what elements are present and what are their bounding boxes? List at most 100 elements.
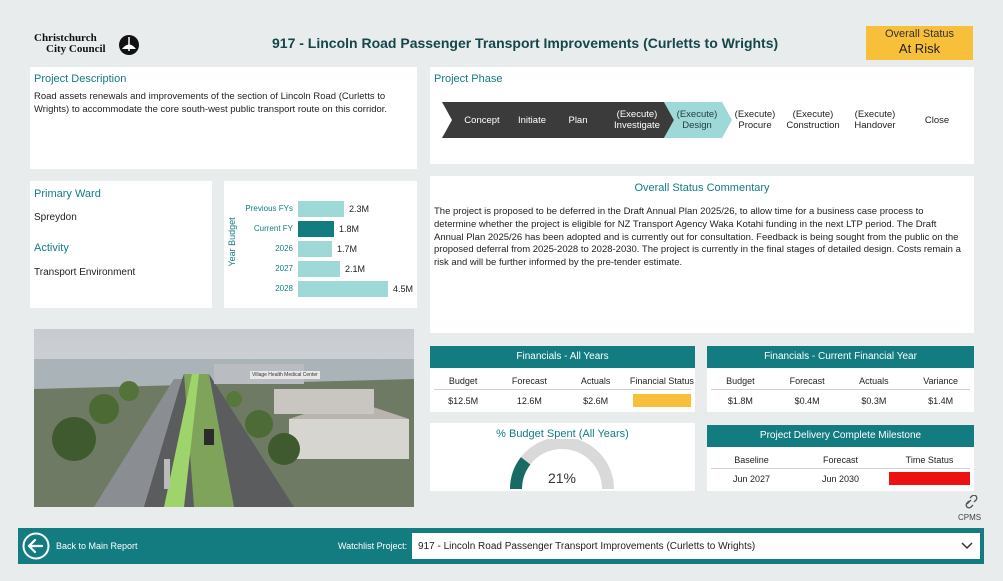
table-cell: Jun 2030 bbox=[821, 474, 860, 484]
table-column-header: Actuals bbox=[859, 376, 889, 386]
table-column-header: Forecast bbox=[789, 376, 825, 386]
table-column-header: Variance bbox=[923, 376, 959, 386]
phase-step-line2: Construction bbox=[786, 120, 840, 131]
overall-status-label: Overall Status bbox=[884, 28, 955, 40]
overall-status-badge: Overall Status At Risk bbox=[866, 26, 973, 60]
watchlist-selected-value: 917 - Lincoln Road Passenger Transport I… bbox=[418, 541, 756, 552]
budget-bar-value: 2.3M bbox=[349, 204, 370, 214]
phase-step: (Execute) Investigate bbox=[605, 102, 669, 138]
table-divider bbox=[434, 389, 691, 390]
table-column-header: Forecast bbox=[511, 376, 547, 386]
budget-category-label: Previous FYs bbox=[245, 204, 293, 213]
activity-value: Transport Environment bbox=[34, 267, 136, 278]
phase-step-line1: Concept bbox=[464, 114, 500, 126]
phase-step-line1: (Execute) bbox=[734, 109, 776, 120]
cpms-label[interactable]: CPMS bbox=[958, 513, 982, 522]
chevron-down-icon bbox=[961, 542, 973, 550]
street-render-illustration bbox=[34, 329, 414, 507]
budget-category-label: 2027 bbox=[275, 264, 293, 273]
table-cell: $1.4M bbox=[928, 396, 954, 406]
phase-step-label: (Execute) Procure bbox=[735, 109, 776, 131]
phase-completed-chevron bbox=[442, 102, 674, 138]
phase-step-line1: Plan bbox=[568, 114, 588, 126]
status-indicator bbox=[632, 394, 691, 407]
budget-bar-value: 1.8M bbox=[339, 224, 360, 234]
budget-bar-value: 1.7M bbox=[337, 244, 358, 254]
budget-bar[interactable] bbox=[298, 201, 344, 217]
back-to-main-report-link[interactable]: Back to Main Report bbox=[56, 541, 138, 551]
primary-ward-heading: Primary Ward bbox=[34, 188, 101, 200]
phase-step-line2: Design bbox=[682, 120, 712, 131]
phase-step-line2: Investigate bbox=[614, 120, 660, 131]
table-divider bbox=[711, 468, 970, 469]
project-description-heading: Project Description bbox=[34, 73, 127, 85]
link-icon[interactable] bbox=[964, 495, 980, 509]
phase-step-line1: Initiate bbox=[518, 114, 546, 126]
budget-spent-panel: % Budget Spent (All Years) bbox=[430, 423, 695, 491]
gauge-fill bbox=[510, 457, 531, 490]
table-column-header: Financial Status bbox=[629, 376, 694, 386]
phase-step-line2: Handover bbox=[854, 120, 896, 131]
budget-spent-value: 21% bbox=[547, 470, 577, 486]
overall-status-value: At Risk bbox=[898, 41, 941, 56]
table-cell: Jun 2027 bbox=[732, 474, 771, 484]
phase-step-label: Initiate bbox=[518, 115, 546, 126]
table-divider bbox=[711, 389, 970, 390]
phase-step: Close bbox=[912, 102, 962, 138]
page-title: 917 - Lincoln Road Passenger Transport I… bbox=[272, 35, 779, 51]
footer-bar: Back to Main Report Watchlist Project: 9… bbox=[18, 528, 984, 564]
status-commentary-panel: Overall Status Commentary The project is… bbox=[430, 176, 974, 333]
phase-step-label: (Execute) Construction bbox=[786, 109, 839, 131]
budget-spent-heading: % Budget Spent (All Years) bbox=[496, 428, 629, 440]
phase-step: (Execute) Procure bbox=[726, 102, 784, 138]
phase-step: (Execute) Construction bbox=[782, 102, 844, 138]
table-column-header: Budget bbox=[726, 376, 755, 386]
council-emblem-icon bbox=[119, 35, 139, 55]
budget-bar[interactable] bbox=[298, 261, 340, 277]
phase-step: Concept bbox=[452, 102, 512, 138]
financials-current-fy-heading: Financials - Current Financial Year bbox=[707, 346, 974, 368]
watchlist-label: Watchlist Project: bbox=[338, 541, 408, 551]
project-description-panel: Project Description Road assets renewals… bbox=[30, 67, 417, 169]
primary-ward-value: Spreydon bbox=[34, 212, 77, 223]
phase-current-chevron bbox=[664, 102, 732, 138]
budget-bar[interactable] bbox=[298, 241, 332, 257]
status-commentary-heading: Overall Status Commentary bbox=[634, 182, 770, 194]
table-column-header: Baseline bbox=[734, 455, 769, 465]
phase-step-line1: (Execute) bbox=[616, 109, 658, 120]
logo-line2: City Council bbox=[46, 43, 106, 55]
table-cell: $0.4M bbox=[794, 396, 820, 406]
milestone-heading: Project Delivery Complete Milestone bbox=[707, 425, 974, 447]
budget-bar[interactable] bbox=[298, 221, 334, 237]
project-phase-heading: Project Phase bbox=[434, 73, 503, 85]
phase-step-line1: (Execute) bbox=[792, 109, 834, 120]
render-sign-label: Village Health Medical Center bbox=[250, 371, 320, 379]
phase-step: (Execute) Design bbox=[665, 102, 729, 138]
phase-step-label: Close bbox=[925, 115, 949, 126]
phase-chevrons bbox=[442, 102, 732, 138]
phase-step-label: (Execute) Handover bbox=[854, 109, 895, 131]
table-cell: $12.5M bbox=[448, 396, 479, 406]
phase-step-line1: Close bbox=[924, 114, 950, 126]
phase-step-line1: (Execute) bbox=[854, 109, 896, 120]
year-budget-axis-label: Year Budget bbox=[227, 217, 237, 267]
phase-step-label: (Execute) Investigate bbox=[614, 109, 660, 131]
phase-step: Plan bbox=[556, 102, 600, 138]
primary-ward-panel: Primary Ward Spreydon Activity Transport… bbox=[30, 181, 212, 308]
budget-category-label: 2026 bbox=[275, 244, 293, 253]
phase-step-label: Concept bbox=[464, 115, 499, 126]
phase-step-label: (Execute) Design bbox=[677, 109, 718, 131]
phase-step: (Execute) Handover bbox=[846, 102, 904, 138]
back-arrow-icon[interactable] bbox=[22, 532, 50, 560]
watchlist-project-select[interactable]: 917 - Lincoln Road Passenger Transport I… bbox=[412, 533, 980, 559]
status-commentary-text: The project is proposed to be deferred i… bbox=[434, 206, 961, 269]
budget-category-label: 2028 bbox=[275, 284, 293, 293]
financials-all-years-heading: Financials - All Years bbox=[430, 346, 695, 368]
table-cell: $1.8M bbox=[727, 396, 753, 406]
table-column-header: Forecast bbox=[822, 455, 858, 465]
budget-bar[interactable] bbox=[298, 281, 388, 297]
project-description-text: Road assets renewals and improvements of… bbox=[34, 91, 388, 115]
phase-step: Initiate bbox=[508, 102, 556, 138]
project-render-image: Village Health Medical Center bbox=[34, 329, 414, 507]
budget-bar-value: 2.1M bbox=[345, 264, 366, 274]
